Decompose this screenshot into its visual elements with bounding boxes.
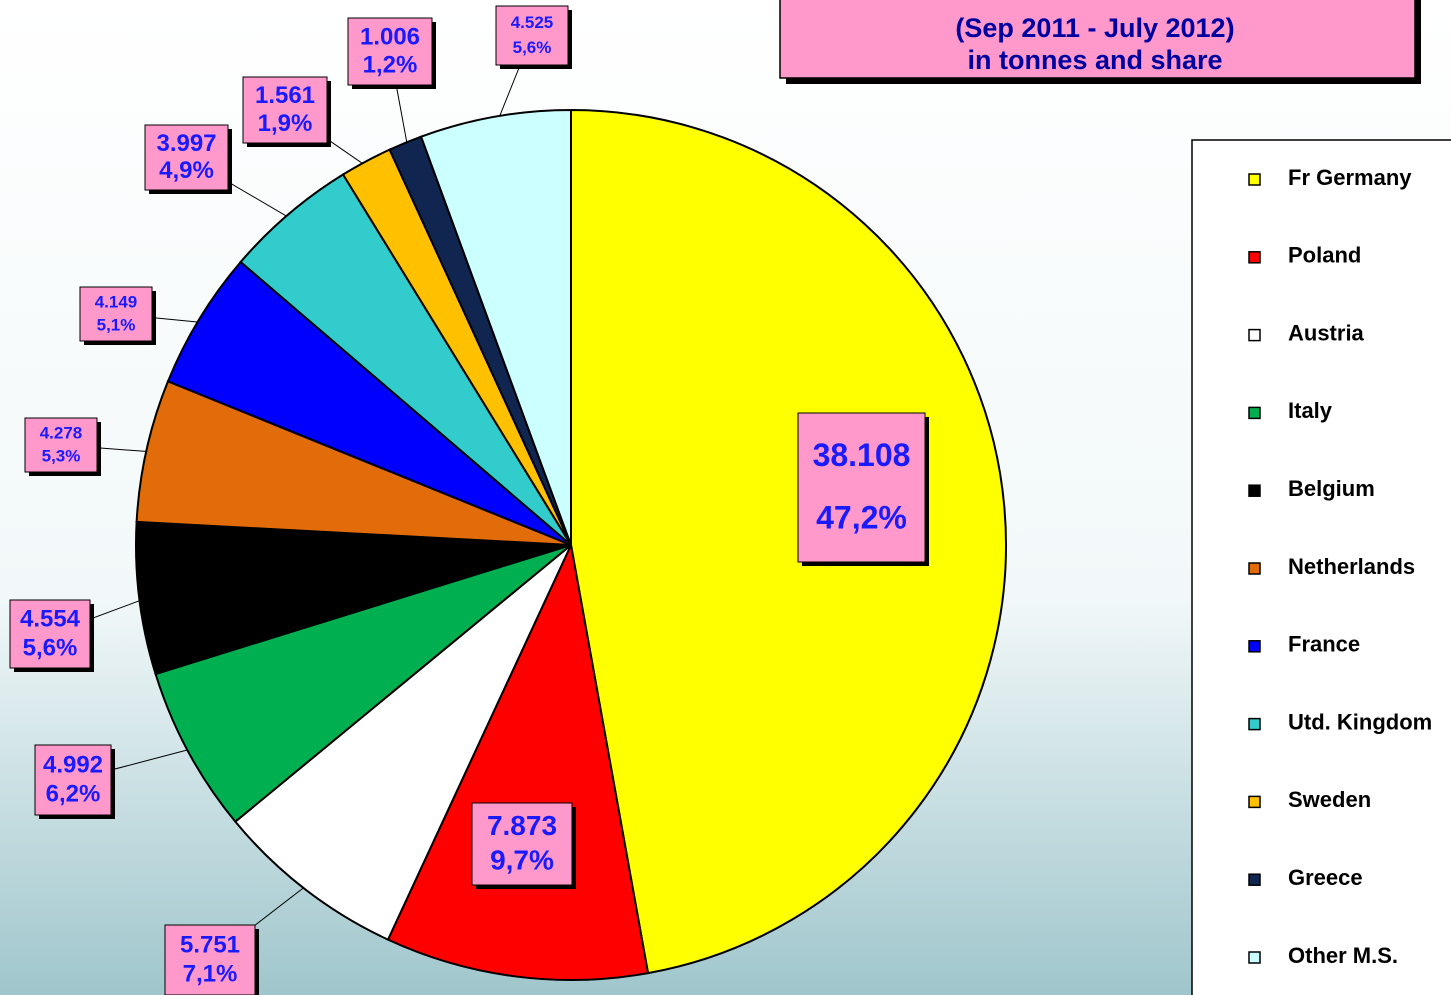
value-label: 7.873 [487,810,557,841]
share-label: 5,3% [42,446,81,465]
value-label: 4.278 [40,424,83,443]
label-box [471,802,573,886]
label-box [164,924,256,995]
legend-marker [1248,173,1261,186]
legend-label: Italy [1288,398,1333,423]
pie-slice [135,520,572,676]
legend-marker [1248,484,1261,497]
pie-slice [419,108,572,546]
label-box [495,5,569,66]
value-label: 4.149 [95,293,138,312]
legend-label: Poland [1288,243,1361,268]
legend-label: Greece [1288,865,1363,890]
label-box [242,76,328,144]
label-box [34,744,112,816]
title-line: in tonnes and share [967,45,1222,75]
share-label: 47,2% [816,500,907,536]
legend: Fr Germany Poland Austria Italy Belgium Nethe… [1248,165,1432,968]
label-box [797,412,926,563]
legend-marker [1248,951,1261,964]
legend-marker [1248,328,1261,342]
label-box [9,599,91,669]
legend-label: Belgium [1288,476,1375,501]
legend-label: Utd. Kingdom [1288,709,1432,734]
title-line: (Sep 2011 - July 2012) [955,13,1234,43]
share-label: 9,7% [490,844,554,875]
label-box [144,124,229,191]
value-label: 3.997 [156,130,216,157]
legend-label: Other M.S. [1288,943,1398,968]
value-label: 4.992 [43,751,103,778]
pie-slice [135,380,572,546]
pie-slice [233,544,572,941]
share-label: 7,1% [183,961,238,988]
legend-marker [1248,640,1261,653]
legend-marker [1248,406,1261,420]
share-label: 4,9% [159,157,214,184]
legend-label: Sweden [1288,787,1371,812]
share-label: 1,9% [258,110,313,137]
legend-box [1191,139,1451,995]
label-box [24,417,98,473]
legend-marker [1248,795,1261,809]
share-label: 6,2% [46,781,101,808]
legend-marker [1248,562,1261,575]
pie-slice [386,541,650,981]
value-label: 1.006 [360,23,420,50]
value-label: 4.554 [20,606,81,633]
pie-slice [570,108,1007,975]
value-label: 4.525 [511,13,554,32]
value-label: 5.751 [180,931,240,958]
legend-label: Fr Germany [1288,165,1412,190]
title-box [779,0,1416,79]
legend-marker [1248,251,1261,264]
legend-marker [1248,873,1261,886]
label-box [79,286,153,342]
legend-marker [1248,717,1261,731]
value-label: 1.561 [255,82,315,109]
pie-slice [166,260,572,546]
share-label: 5,6% [23,634,78,661]
share-label: 1,2% [363,52,418,79]
legend-label: France [1288,632,1360,657]
share-label: 5,1% [97,315,136,334]
share-label: 5,6% [513,38,552,57]
pie [135,108,1007,981]
pie-slice [154,544,572,824]
legend-label: Austria [1288,320,1365,345]
label-box [347,17,433,86]
value-label: 38.108 [813,437,911,473]
legend-label: Netherlands [1288,554,1415,579]
